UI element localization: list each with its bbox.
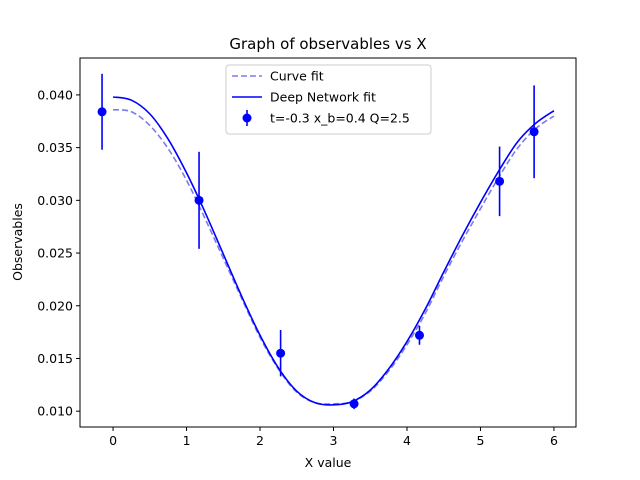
deep-network-fit-line: [112, 96, 555, 406]
legend-label-deep-network-fit: Deep Network fit: [270, 90, 376, 105]
x-tick-label: 6: [550, 433, 558, 448]
errorbars: [97, 73, 539, 410]
y-tick-label: 0.020: [37, 298, 73, 313]
x-tick-label: 0: [109, 433, 117, 448]
curve-fit-line: [112, 108, 555, 405]
x-tick-label: 5: [476, 433, 484, 448]
x-tick-label: 1: [183, 433, 191, 448]
x-tick-label: 2: [256, 433, 264, 448]
data-point: [194, 195, 204, 205]
y-axis: 0.010 0.015 0.020 0.025 0.030 0.035 0.040: [37, 87, 80, 419]
y-tick-label: 0.035: [37, 140, 73, 155]
y-tick-label: 0.010: [37, 404, 73, 419]
y-axis-title: Observables: [10, 203, 25, 281]
x-tick-label: 3: [330, 433, 338, 448]
data-point: [529, 127, 539, 137]
y-tick-label: 0.040: [37, 87, 73, 102]
data-point: [349, 399, 359, 409]
legend-frame: [225, 64, 432, 135]
chart-title: Graph of observables vs X: [229, 35, 426, 53]
legend-label-curve-fit: Curve fit: [270, 69, 324, 84]
y-tick-label: 0.030: [37, 193, 73, 208]
x-axis-title: X value: [305, 455, 352, 470]
y-tick-label: 0.025: [37, 246, 73, 261]
curves: [112, 96, 555, 406]
data-point: [414, 330, 424, 340]
x-tick-label: 4: [403, 433, 411, 448]
data-point: [495, 176, 505, 186]
legend-label-data-points: t=-0.3 x_b=0.4 Q=2.5: [270, 111, 410, 126]
plot-area: [79, 57, 577, 428]
legend-swatch-errorbar-marker: [242, 113, 252, 123]
data-point: [276, 348, 286, 358]
data-point: [97, 107, 107, 117]
y-tick-label: 0.015: [37, 351, 73, 366]
x-axis: 0 1 2 3 4 5 6: [109, 427, 558, 448]
legend: Curve fit Deep Network fit t=-0.3 x_b=0.…: [225, 64, 432, 135]
axes-frame: [79, 57, 577, 428]
